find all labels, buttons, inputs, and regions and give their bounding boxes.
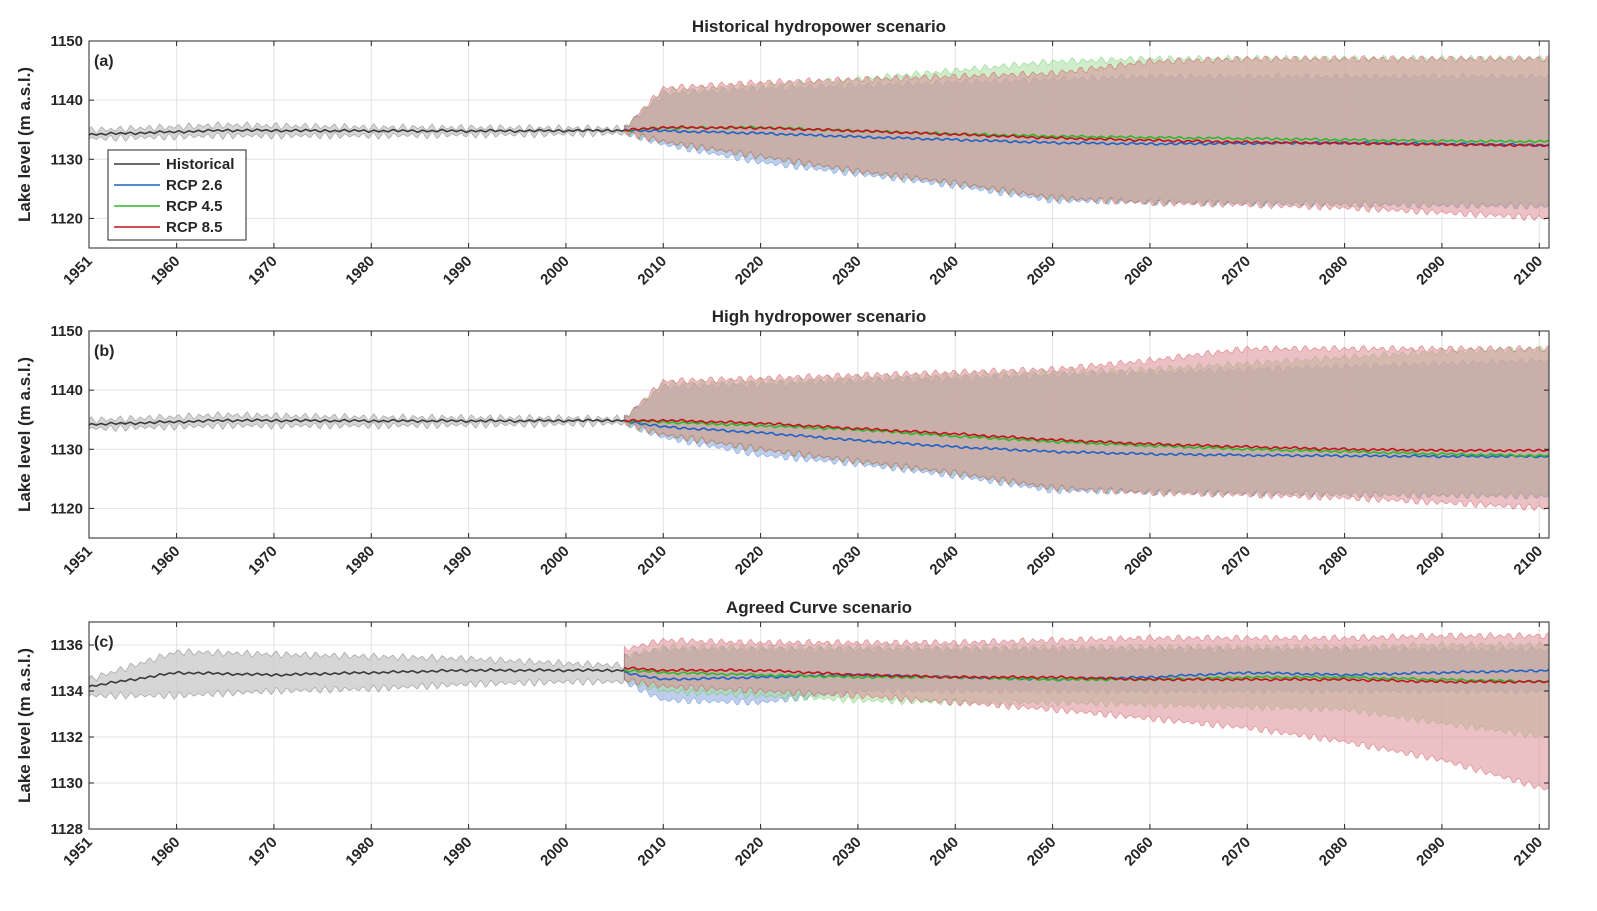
panel-label: (b): [94, 343, 114, 360]
x-tick-label: 2000: [537, 253, 573, 289]
x-tick-label: 2050: [1024, 834, 1060, 870]
x-tick-label: 2080: [1316, 253, 1352, 289]
x-tick-label: 2040: [926, 543, 962, 579]
panel-a: 1951 1960 1970 1980 1990 2000 2010 2020 2030 2040…: [15, 17, 1550, 289]
line-historical: [89, 667, 625, 688]
x-tick-label: 2030: [829, 543, 865, 579]
x-tick-label: 2080: [1316, 834, 1352, 870]
legend-label-historical: Historical: [166, 156, 234, 173]
line-historical: [89, 418, 625, 427]
x-tick-label: 1960: [148, 253, 184, 289]
panel-title: Historical hydropower scenario: [692, 17, 946, 36]
band-historical: [89, 120, 625, 143]
x-tick-label: 2070: [1218, 253, 1254, 289]
x-tick-label: 1980: [342, 253, 378, 289]
line-rcp45: [624, 419, 1549, 458]
x-tick-label: 2000: [537, 834, 573, 870]
y-tick-label: 1140: [50, 382, 83, 399]
x-tick-label: 2040: [926, 253, 962, 289]
x-tick-label: 1990: [440, 253, 476, 289]
legend-label-rcp85: RCP 8.5: [166, 219, 222, 236]
y-tick-label: 1132: [50, 729, 83, 746]
line-rcp85: [624, 418, 1549, 453]
x-tick-label: 2020: [732, 543, 768, 579]
y-tick-label: 1136: [50, 637, 83, 654]
line-rcp45: [624, 669, 1549, 684]
x-tick-label: 1960: [148, 834, 184, 870]
x-tick-label: 2060: [1121, 834, 1157, 870]
x-tick-label: 2100: [1510, 253, 1546, 289]
y-tick-label: 1134: [50, 683, 83, 700]
x-tick-label: 2100: [1510, 543, 1546, 579]
panel-label: (c): [94, 634, 114, 651]
x-tick-label: 2030: [829, 253, 865, 289]
x-tick-label: 1980: [342, 543, 378, 579]
x-tick-label: 2020: [732, 253, 768, 289]
panel-title: Agreed Curve scenario: [726, 598, 912, 617]
line-rcp85: [624, 125, 1549, 148]
y-axis-label: Lake level (m a.s.l.): [15, 648, 34, 803]
x-tick-label: 1970: [245, 543, 281, 579]
y-tick-label: 1120: [50, 500, 83, 517]
x-tick-label: 1990: [440, 834, 476, 870]
panel-b: 1951 1960 1970 1980 1990 2000 2010 2020 2030 2040…: [15, 307, 1550, 579]
x-tick-label: 2010: [634, 543, 670, 579]
y-tick-label: 1130: [50, 151, 83, 168]
x-tick-label: 1980: [342, 834, 378, 870]
x-tick-label: 1970: [245, 834, 281, 870]
band-rcp85: [623, 631, 1549, 791]
panel-title: High hydropower scenario: [712, 307, 926, 326]
x-tick-label: 2030: [829, 834, 865, 870]
legend-label-rcp26: RCP 2.6: [166, 177, 222, 194]
x-tick-label: 2100: [1510, 834, 1546, 870]
x-tick-label: 2020: [732, 834, 768, 870]
band-historical: [89, 647, 625, 700]
x-tick-label: 2080: [1316, 543, 1352, 579]
series-layer: [89, 54, 1549, 222]
y-tick-label: 1130: [50, 441, 83, 458]
x-tick-label: 1951: [60, 834, 96, 870]
x-tick-label: 2010: [634, 253, 670, 289]
line-historical: [89, 128, 625, 137]
x-tick-label: 2060: [1121, 543, 1157, 579]
panel-label: (a): [94, 53, 114, 70]
x-tick-label: 1951: [60, 253, 96, 289]
legend-label-rcp45: RCP 4.5: [166, 198, 222, 215]
x-tick-label: 2070: [1218, 834, 1254, 870]
y-tick-label: 1120: [50, 210, 83, 227]
series-layer: [89, 344, 1549, 512]
series-layer: [89, 631, 1549, 791]
x-tick-label: 1990: [440, 543, 476, 579]
y-axis-label: Lake level (m a.s.l.): [15, 357, 34, 512]
axes-box: [88, 40, 1550, 249]
x-tick-label: 1970: [245, 253, 281, 289]
x-tick-label: 1951: [60, 543, 96, 579]
legend: Historical RCP 2.6 RCP 4.5 RCP 8.5: [107, 149, 247, 241]
x-tick-label: 2090: [1413, 253, 1449, 289]
line-rcp26: [624, 419, 1549, 459]
x-tick-label: 2050: [1024, 253, 1060, 289]
x-tick-label: 1960: [148, 543, 184, 579]
y-tick-label: 1130: [50, 775, 83, 792]
y-tick-label: 1150: [50, 33, 83, 50]
x-tick-label: 2090: [1413, 834, 1449, 870]
x-tick-label: 2010: [634, 834, 670, 870]
band-rcp85: [623, 344, 1549, 512]
y-axis-label: Lake level (m a.s.l.): [15, 67, 34, 222]
x-tick-label: 2040: [926, 834, 962, 870]
y-tick-label: 1140: [50, 92, 83, 109]
y-tick-label: 1128: [50, 821, 83, 838]
line-rcp85: [623, 666, 1549, 684]
x-tick-label: 2060: [1121, 253, 1157, 289]
panel-c: 1951 1960 1970 1980 1990 2000 2010 2020 2030 2040…: [15, 598, 1550, 870]
axes-box: [88, 330, 1550, 539]
legend-box: [107, 149, 247, 241]
x-tick-label: 2090: [1413, 543, 1449, 579]
x-tick-label: 2070: [1218, 543, 1254, 579]
axes-box: [88, 621, 1550, 830]
y-tick-label: 1150: [50, 323, 83, 340]
x-tick-label: 2000: [537, 543, 573, 579]
x-tick-label: 2050: [1024, 543, 1060, 579]
